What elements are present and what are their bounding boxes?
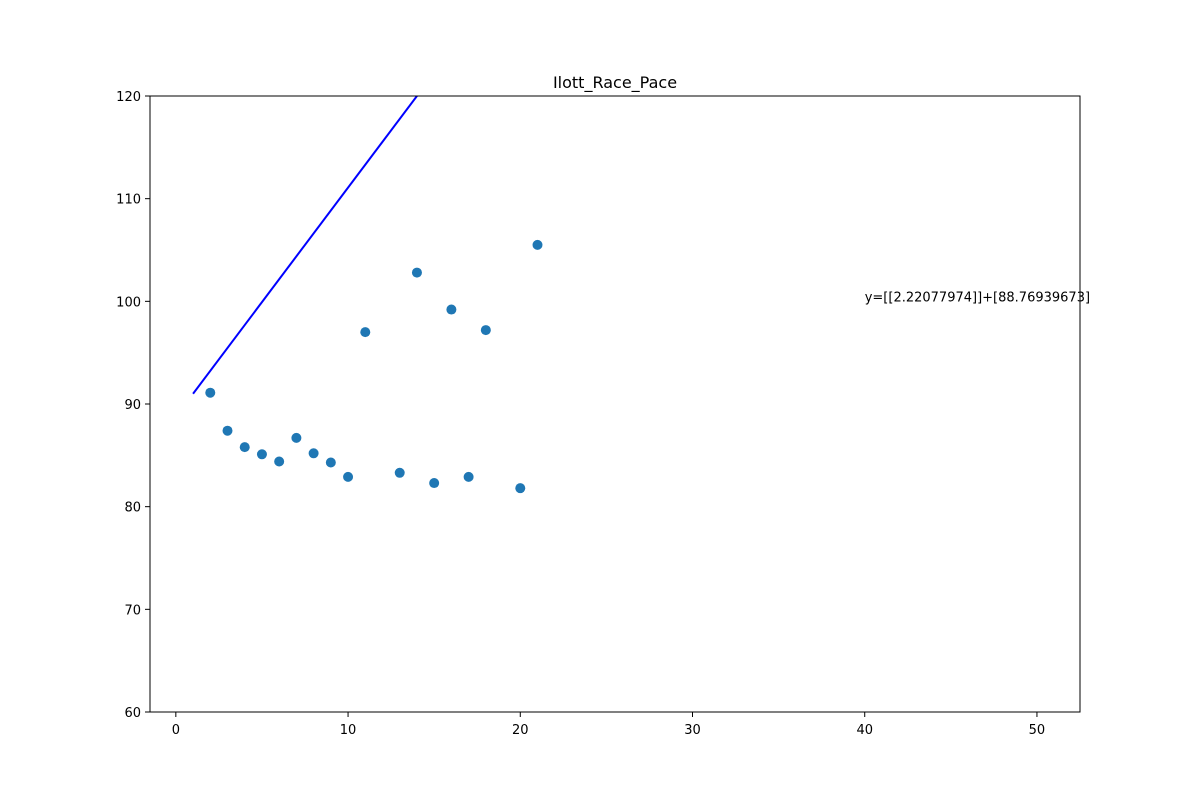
- x-tick-label: 30: [684, 723, 701, 738]
- data-point: [222, 425, 233, 436]
- data-point: [480, 325, 491, 336]
- data-point: [411, 267, 422, 278]
- equation-annotation: y=[[2.22077974]]+[88.76939673]: [865, 290, 1090, 305]
- data-point: [463, 471, 474, 482]
- data-point: [446, 304, 457, 315]
- data-point: [308, 448, 319, 459]
- y-tick-label: 60: [124, 706, 141, 721]
- data-point: [360, 327, 371, 338]
- fit-line: [192, 96, 418, 395]
- x-tick-label: 0: [172, 723, 180, 738]
- y-tick-label: 80: [124, 501, 141, 516]
- y-tick-label: 100: [116, 295, 141, 310]
- x-tick-label: 40: [856, 723, 873, 738]
- data-point: [532, 239, 543, 250]
- data-point: [239, 442, 250, 453]
- plot-area: 0 10 20 30 40 50 60 70 80 90 100 110 120 y=[[2.220779…: [116, 90, 1090, 738]
- y-tick-label: 120: [116, 90, 141, 105]
- data-point: [291, 432, 302, 443]
- y-tick-label: 70: [124, 603, 141, 618]
- y-tick-label: 110: [116, 193, 141, 208]
- x-tick-label: 50: [1029, 723, 1046, 738]
- data-point: [429, 478, 440, 489]
- data-point: [394, 467, 405, 478]
- data-point: [274, 456, 285, 467]
- data-point: [343, 471, 354, 482]
- data-point: [256, 449, 267, 460]
- chart-title: Ilott_Race_Pace: [553, 73, 677, 93]
- x-tick-label: 10: [340, 723, 357, 738]
- data-point: [515, 483, 526, 494]
- data-point: [205, 387, 216, 398]
- data-point: [325, 457, 336, 468]
- y-tick-label: 90: [124, 398, 141, 413]
- x-tick-label: 20: [512, 723, 529, 738]
